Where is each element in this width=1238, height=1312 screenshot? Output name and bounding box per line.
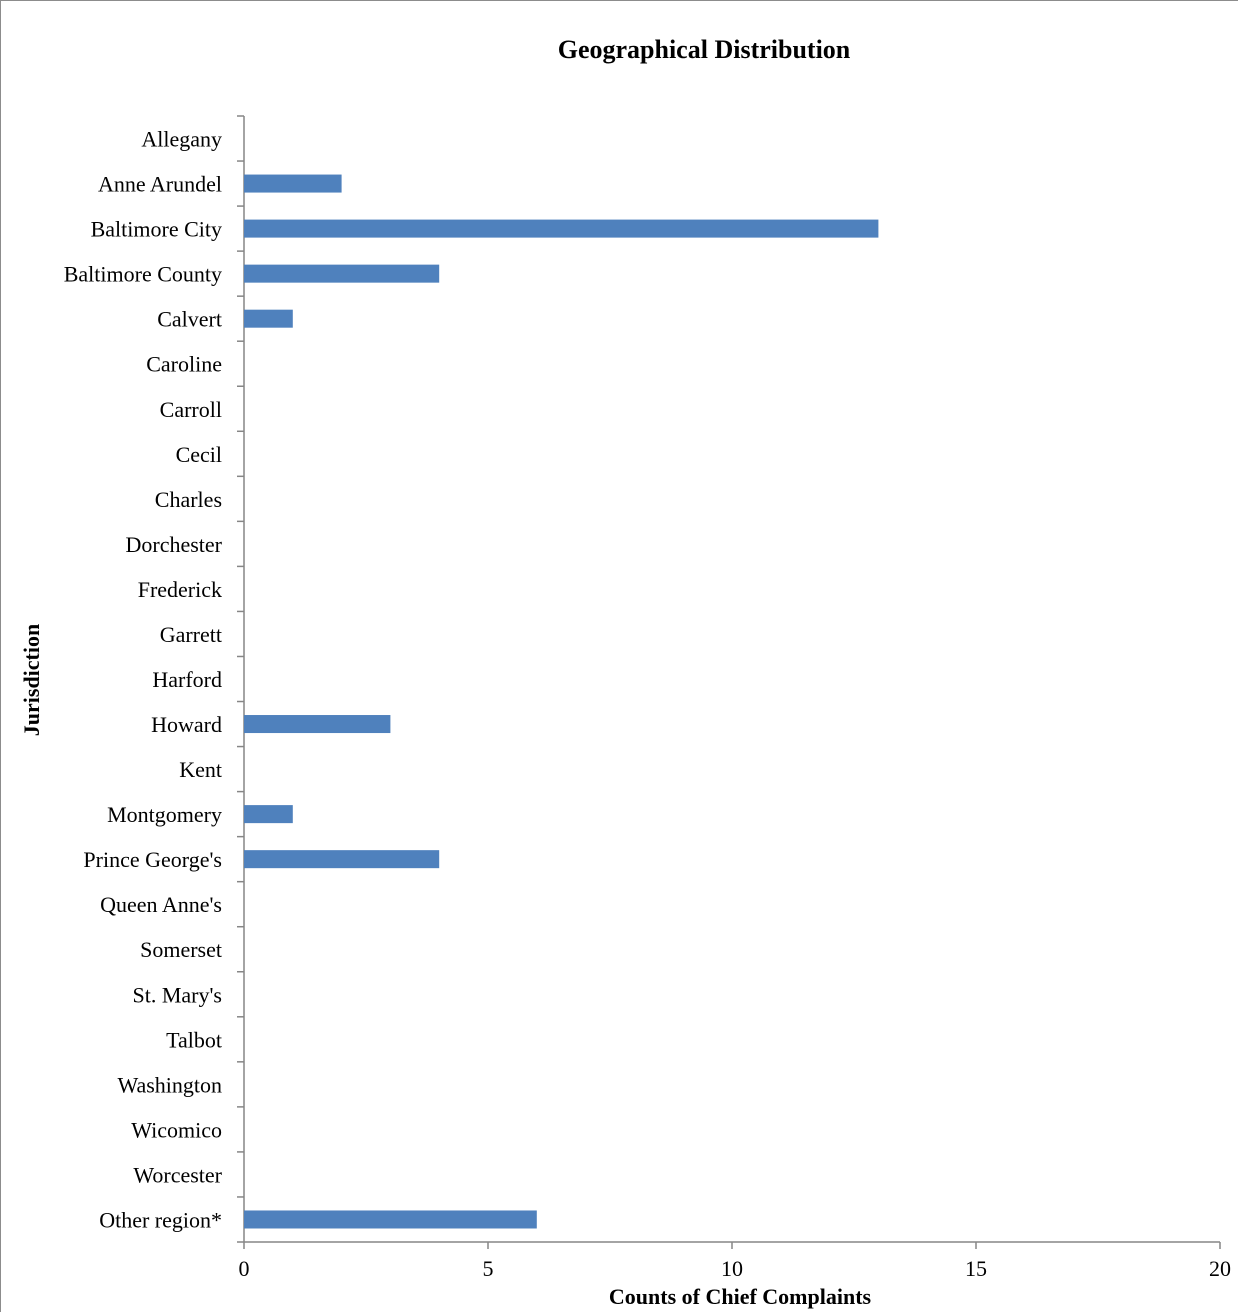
bar xyxy=(244,174,342,193)
y-tick-label: Charles xyxy=(155,487,222,512)
bar xyxy=(244,1210,537,1229)
y-tick-label: Harford xyxy=(152,667,222,692)
y-tick-label: Other region* xyxy=(99,1207,222,1232)
x-tick-label: 15 xyxy=(965,1256,987,1281)
y-tick-label: Carroll xyxy=(160,397,222,422)
y-tick-label: Dorchester xyxy=(125,532,222,557)
x-tick-label: 5 xyxy=(483,1256,494,1281)
bar xyxy=(244,309,293,328)
bar xyxy=(244,715,391,734)
y-tick-label: Cecil xyxy=(176,442,222,467)
y-tick-label: Baltimore County xyxy=(64,262,222,287)
x-tick-label: 20 xyxy=(1209,1256,1231,1281)
y-tick-label: Worcester xyxy=(133,1162,222,1187)
y-axis-title: Jurisdiction xyxy=(19,624,44,736)
y-tick-label: Allegany xyxy=(141,127,222,152)
y-tick-label: Baltimore City xyxy=(91,217,222,242)
x-tick-label: 10 xyxy=(721,1256,743,1281)
x-tick-label: 0 xyxy=(239,1256,250,1281)
bar xyxy=(244,850,440,869)
bar xyxy=(244,219,879,238)
bar xyxy=(244,805,293,824)
y-tick-label: Prince George's xyxy=(83,847,222,872)
y-tick-label: St. Mary's xyxy=(132,982,222,1007)
y-tick-label: Wicomico xyxy=(131,1117,222,1142)
x-axis-title: Counts of Chief Complaints xyxy=(609,1284,872,1309)
y-tick-label: Frederick xyxy=(138,577,222,602)
y-tick-label: Somerset xyxy=(140,937,222,962)
y-tick-label: Caroline xyxy=(146,352,222,377)
y-tick-label: Calvert xyxy=(157,307,222,332)
bar xyxy=(244,264,440,283)
y-tick-label: Queen Anne's xyxy=(100,892,222,917)
y-tick-label: Garrett xyxy=(160,622,222,647)
y-tick-label: Kent xyxy=(179,757,222,782)
y-tick-label: Howard xyxy=(151,712,222,737)
y-tick-label: Montgomery xyxy=(107,802,222,827)
y-tick-label: Anne Arundel xyxy=(98,172,222,197)
plot-area: 0 5 10 15 20 Allegany Anne Arundel Baltimore Ci… xyxy=(64,115,1231,1281)
y-tick-label: Talbot xyxy=(166,1027,222,1052)
y-tick-label: Washington xyxy=(117,1072,222,1097)
chart-title: Geographical Distribution xyxy=(558,35,851,64)
